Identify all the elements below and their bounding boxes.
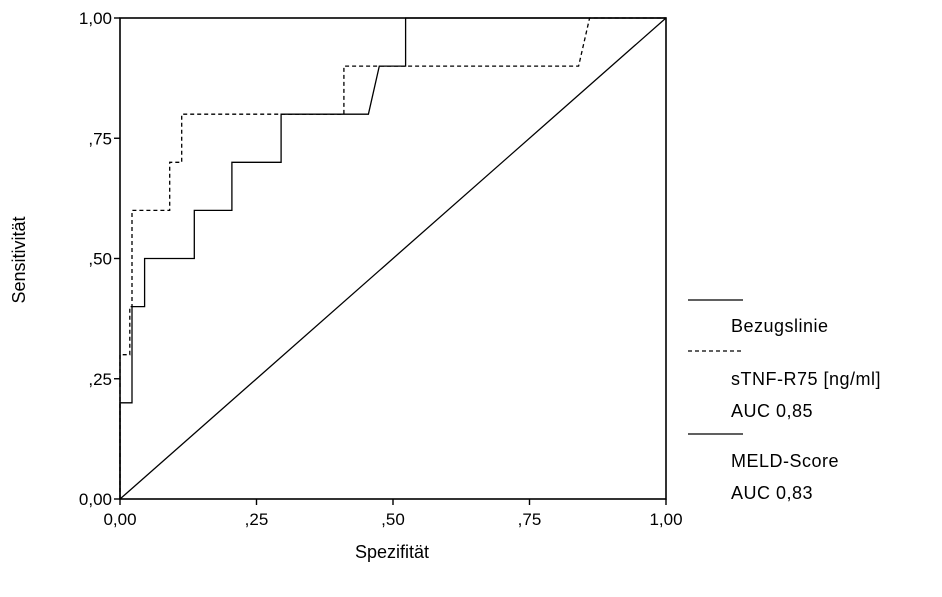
legend-auc-label: AUC 0,83: [731, 483, 813, 503]
legend: Bezugslinie sTNF-R75 [ng/ml] AUC 0,85 MELD-…: [688, 299, 881, 503]
tick-labels: 0,00 ,25 ,50 ,75 1,00 0,00 ,25 ,50 ,75 1,00: [79, 9, 683, 529]
y-tick-label: 1,00: [79, 9, 112, 28]
y-axis-title: Sensitivität: [9, 216, 29, 303]
x-tick-label: ,25: [245, 510, 269, 529]
x-tick-label: ,50: [381, 510, 405, 529]
series-line-1: [119, 17, 667, 500]
x-tick-label: ,75: [518, 510, 542, 529]
series-layer: [119, 17, 667, 500]
x-axis-title: Spezifität: [355, 542, 429, 562]
y-tick-label: 0,00: [79, 490, 112, 509]
x-tick-label: 0,00: [103, 510, 136, 529]
legend-auc-label: AUC 0,85: [731, 401, 813, 421]
axis-ticks: [114, 17, 667, 505]
legend-label: sTNF-R75 [ng/ml]: [731, 369, 881, 389]
y-tick-label: ,25: [88, 370, 112, 389]
series-line-3: [119, 17, 666, 499]
series-line-2: [119, 17, 666, 499]
legend-label: MELD-Score: [731, 451, 839, 471]
legend-label: Bezugslinie: [731, 316, 829, 336]
y-tick-label: ,50: [88, 250, 112, 269]
x-tick-label: 1,00: [649, 510, 682, 529]
y-tick-label: ,75: [88, 129, 112, 148]
